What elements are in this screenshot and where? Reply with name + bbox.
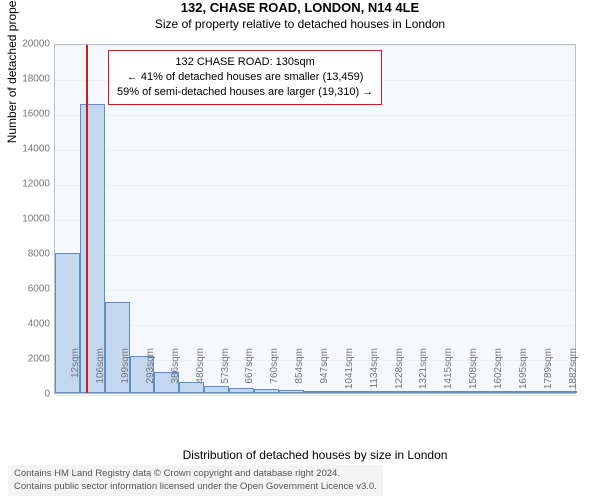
footer-line-2: Contains public sector information licen… (14, 481, 377, 493)
y-tick-label: 2000 (6, 354, 50, 365)
x-tick-label: 573sqm (220, 348, 231, 398)
marker-annotation: 132 CHASE ROAD: 130sqm ← 41% of detached… (108, 50, 382, 105)
x-tick-label: 1695sqm (518, 348, 529, 398)
y-tick-label: 4000 (6, 319, 50, 330)
property-marker-line (86, 45, 88, 393)
y-tick-label: 14000 (6, 144, 50, 155)
x-tick-label: 947sqm (319, 348, 330, 398)
x-tick-label: 480sqm (195, 348, 206, 398)
x-tick-label: 1228sqm (394, 348, 405, 398)
annotation-line-2: ← 41% of detached houses are smaller (13… (117, 70, 373, 85)
gridline (55, 290, 575, 291)
y-tick-label: 16000 (6, 109, 50, 120)
x-tick-label: 1508sqm (468, 348, 479, 398)
x-tick-label: 1882sqm (568, 348, 579, 398)
x-tick-label: 293sqm (145, 348, 156, 398)
gridline (55, 325, 575, 326)
x-tick-label: 667sqm (244, 348, 255, 398)
y-tick-label: 12000 (6, 179, 50, 190)
y-tick-label: 10000 (6, 214, 50, 225)
gridline (55, 185, 575, 186)
x-tick-label: 1321sqm (418, 348, 429, 398)
footer-line-1: Contains HM Land Registry data © Crown c… (14, 468, 377, 480)
y-axis-label: Number of detached properties (5, 0, 19, 143)
gridline (55, 115, 575, 116)
annotation-line-3: 59% of semi-detached houses are larger (… (117, 85, 373, 100)
x-tick-label: 1602sqm (493, 348, 504, 398)
gridline (55, 220, 575, 221)
x-tick-label: 106sqm (95, 348, 106, 398)
histogram-chart: Number of detached properties Distributi… (54, 44, 576, 394)
y-tick-label: 0 (6, 389, 50, 400)
annotation-line-1: 132 CHASE ROAD: 130sqm (117, 55, 373, 70)
x-tick-label: 1789sqm (543, 348, 554, 398)
x-tick-label: 386sqm (170, 348, 181, 398)
x-tick-label: 760sqm (269, 348, 280, 398)
gridline (55, 255, 575, 256)
gridline (55, 45, 575, 46)
x-tick-label: 1415sqm (443, 348, 454, 398)
page-subtitle: Size of property relative to detached ho… (0, 17, 600, 31)
y-tick-label: 20000 (6, 39, 50, 50)
y-tick-label: 8000 (6, 249, 50, 260)
page-title: 132, CHASE ROAD, LONDON, N14 4LE (0, 0, 600, 15)
x-tick-label: 1134sqm (369, 348, 380, 398)
y-tick-label: 6000 (6, 284, 50, 295)
x-axis-label: Distribution of detached houses by size … (54, 448, 576, 462)
x-tick-label: 1041sqm (344, 348, 355, 398)
y-tick-label: 18000 (6, 74, 50, 85)
gridline (55, 150, 575, 151)
x-tick-label: 199sqm (120, 348, 131, 398)
x-tick-label: 854sqm (294, 348, 305, 398)
x-tick-label: 12sqm (70, 348, 81, 398)
footer-attribution: Contains HM Land Registry data © Crown c… (8, 465, 383, 496)
